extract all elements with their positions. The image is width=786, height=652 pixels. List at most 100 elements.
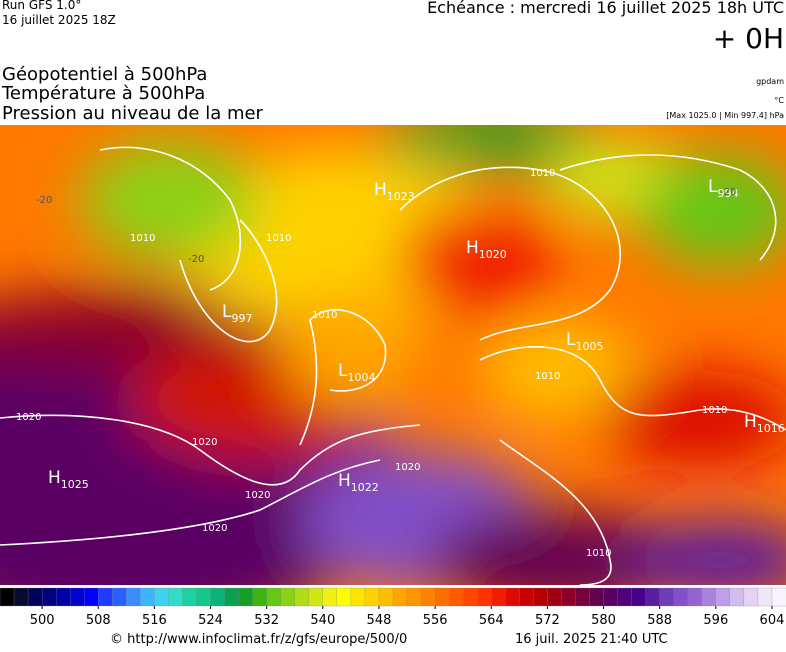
isobar-label: 1020 bbox=[202, 523, 227, 534]
colorbar-swatch bbox=[336, 587, 352, 607]
colorbar-swatch bbox=[84, 587, 99, 607]
colorbar-swatch bbox=[603, 587, 619, 607]
temperature-label: -20 bbox=[720, 187, 736, 198]
colorbar-tick-label: 564 bbox=[479, 613, 504, 628]
colorbar-swatch bbox=[757, 587, 773, 607]
run-label: Run GFS 1.0° bbox=[2, 0, 81, 12]
colorbar-swatch bbox=[154, 587, 170, 607]
center-value: 1005 bbox=[575, 340, 603, 353]
field-label: Pression au niveau de la mer bbox=[2, 103, 264, 124]
colorbar-swatch bbox=[350, 587, 366, 607]
colorbar-tick-label: 604 bbox=[760, 613, 785, 628]
colorbar-swatch bbox=[434, 587, 450, 607]
colorbar-swatch bbox=[322, 587, 338, 607]
map bbox=[0, 125, 786, 585]
colorbar-swatch bbox=[0, 587, 15, 607]
forecast-offset: + 0H bbox=[713, 22, 784, 55]
colorbar-swatch bbox=[491, 587, 506, 607]
pressure-center: H1022 bbox=[338, 471, 379, 494]
isobar-label: 1020 bbox=[192, 437, 217, 448]
colorbar-swatch bbox=[406, 587, 422, 607]
colorbar-swatch bbox=[448, 587, 464, 607]
colorbar: 500 508 516 524 532 540 548 556 564 572 580 588 596 6… bbox=[0, 587, 786, 628]
source-credit: © http://www.infoclimat.fr/z/gfs/europe/… bbox=[110, 632, 407, 647]
colorbar-swatch bbox=[98, 587, 113, 607]
colorbar-tick-label: 532 bbox=[254, 613, 279, 628]
colorbar-swatch bbox=[505, 587, 520, 607]
colorbar-swatch bbox=[280, 587, 296, 607]
colorbar-tick-label: 540 bbox=[310, 613, 335, 628]
pressure-center: L997 bbox=[222, 302, 252, 325]
colorbar-swatch bbox=[210, 587, 226, 607]
pressure-center: H1023 bbox=[374, 180, 415, 203]
center-type: H bbox=[466, 238, 479, 258]
colorbar-swatch bbox=[266, 587, 282, 607]
isobar-label: 1010 bbox=[130, 233, 155, 244]
colorbar-swatch bbox=[378, 587, 394, 607]
center-value: 1025 bbox=[61, 478, 89, 491]
isobar-label: 1020 bbox=[245, 490, 270, 501]
pressure-center: H1016 bbox=[744, 412, 785, 435]
colorbar-swatch bbox=[631, 587, 647, 607]
isobar-label: 1010 bbox=[266, 233, 291, 244]
field-label: Température à 500hPa bbox=[1, 83, 205, 104]
center-value: 1022 bbox=[351, 481, 379, 494]
center-value: 1016 bbox=[757, 422, 785, 435]
colorbar-swatch bbox=[182, 587, 198, 607]
colorbar-swatch bbox=[771, 587, 786, 607]
isobar-label: 1010 bbox=[586, 548, 611, 559]
temperature-label: -20 bbox=[188, 254, 204, 265]
colorbar-swatch bbox=[126, 587, 142, 607]
colorbar-tick-label: 524 bbox=[198, 613, 223, 628]
pressure-center: L1004 bbox=[338, 361, 375, 384]
colorbar-tick-label: 500 bbox=[30, 613, 55, 628]
unit-label: [Max 1025.0 | Min 997.4] hPa bbox=[666, 111, 784, 120]
colorbar-swatch bbox=[575, 587, 591, 607]
colorbar-tick-label: 556 bbox=[423, 613, 448, 628]
colorbar-swatch bbox=[659, 587, 675, 607]
colorbar-swatch bbox=[589, 587, 605, 607]
colorbar-swatch bbox=[645, 587, 661, 607]
colorbar-tick-label: 548 bbox=[367, 613, 392, 628]
center-value: 994 bbox=[717, 187, 738, 200]
colorbar-swatch bbox=[364, 587, 380, 607]
colorbar-tick-label: 580 bbox=[591, 613, 616, 628]
colorbar-swatch bbox=[140, 587, 156, 607]
colorbar-swatch bbox=[547, 587, 563, 607]
colorbar-swatch bbox=[715, 587, 731, 607]
unit-label: °C bbox=[774, 96, 784, 105]
colorbar-swatch bbox=[463, 587, 478, 607]
colorbar-swatch bbox=[252, 587, 268, 607]
colorbar-swatch bbox=[70, 587, 85, 607]
isobar-label: 1020 bbox=[16, 412, 41, 423]
center-value: 997 bbox=[231, 312, 252, 325]
center-type: L bbox=[708, 177, 718, 197]
pressure-center: H1025 bbox=[48, 468, 89, 491]
colorbar-swatch bbox=[112, 587, 127, 607]
colorbar-tick-label: 516 bbox=[142, 613, 167, 628]
colorbar-swatch bbox=[561, 587, 577, 607]
colorbar-swatch bbox=[477, 587, 492, 607]
colorbar-swatch bbox=[224, 587, 240, 607]
field-label: Géopotentiel à 500hPa bbox=[2, 64, 207, 85]
colorbar-swatch bbox=[41, 587, 57, 607]
colorbar-swatch bbox=[55, 587, 71, 607]
colorbar-swatch bbox=[168, 587, 184, 607]
unit-label: gpdam bbox=[756, 77, 784, 86]
center-type: L bbox=[566, 330, 576, 350]
colorbar-swatch bbox=[420, 587, 436, 607]
colorbar-swatch bbox=[27, 587, 43, 607]
temperature-label: -20 bbox=[36, 195, 52, 206]
colorbar-swatch bbox=[13, 587, 29, 607]
isobar-label: 1010 bbox=[535, 371, 560, 382]
colorbar-swatch bbox=[308, 587, 324, 607]
colorbar-swatch bbox=[743, 587, 759, 607]
colorbar-tick-label: 596 bbox=[703, 613, 728, 628]
pressure-center: L994 bbox=[708, 177, 738, 200]
colorbar-swatch bbox=[519, 587, 535, 607]
center-type: H bbox=[744, 412, 757, 432]
pressure-center: L1005 bbox=[566, 330, 603, 353]
colorbar-swatch bbox=[196, 587, 212, 607]
isobar-label: 1010 bbox=[312, 310, 337, 321]
